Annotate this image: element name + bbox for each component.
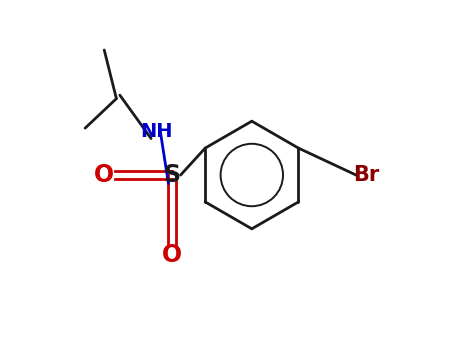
Text: Br: Br bbox=[353, 165, 379, 185]
Text: O: O bbox=[94, 163, 114, 187]
Text: S: S bbox=[163, 163, 181, 187]
Text: O: O bbox=[162, 243, 182, 267]
Text: NH: NH bbox=[140, 122, 172, 141]
